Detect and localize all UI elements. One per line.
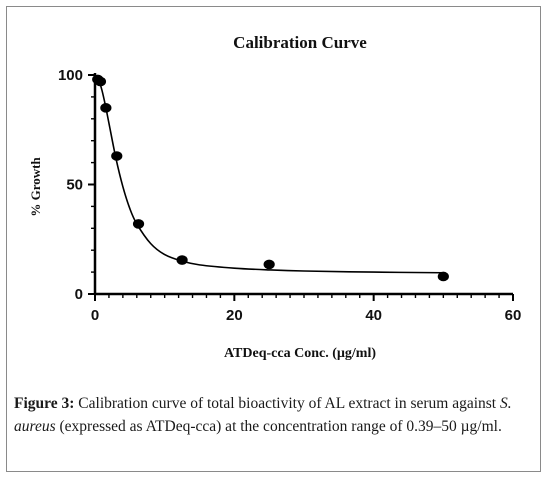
data-point	[100, 103, 112, 113]
x-axis-label: ATDeq-cca Conc. (µg/ml)	[224, 346, 376, 361]
y-tick-label: 50	[66, 177, 83, 194]
figure-caption: Figure 3: Calibration curve of total bio…	[14, 392, 529, 438]
caption-text-1: Calibration curve of total bioactivity o…	[74, 395, 500, 412]
y-tick-label: 0	[75, 286, 83, 303]
x-tick-label: 0	[91, 307, 99, 324]
y-axis-label: % Growth	[28, 157, 43, 217]
x-tick-label: 20	[226, 307, 243, 324]
data-point	[437, 271, 449, 282]
y-tick-label: 100	[58, 67, 83, 84]
data-point	[263, 259, 275, 270]
caption-label: Figure 3:	[14, 395, 75, 412]
x-tick-label: 40	[365, 307, 382, 324]
caption-text-2: (expressed as ATDeq-cca) at the concentr…	[55, 418, 502, 435]
axes: 0 20 40 60 0 50 100	[58, 67, 521, 324]
data-point	[132, 219, 145, 229]
fit-curve-layer	[94, 76, 444, 274]
chart-title: Calibration Curve	[233, 33, 367, 52]
data-points-layer	[92, 74, 449, 282]
fit-curve	[94, 76, 444, 274]
calibration-chart: Calibration Curve 0 20 40 60 0 50 100 ATDeq-cc…	[28, 33, 521, 361]
data-point	[111, 151, 123, 161]
data-point	[94, 76, 107, 87]
x-tick-label: 60	[505, 307, 522, 324]
caption-organism: S. aureus	[14, 395, 512, 435]
data-point	[176, 255, 188, 265]
